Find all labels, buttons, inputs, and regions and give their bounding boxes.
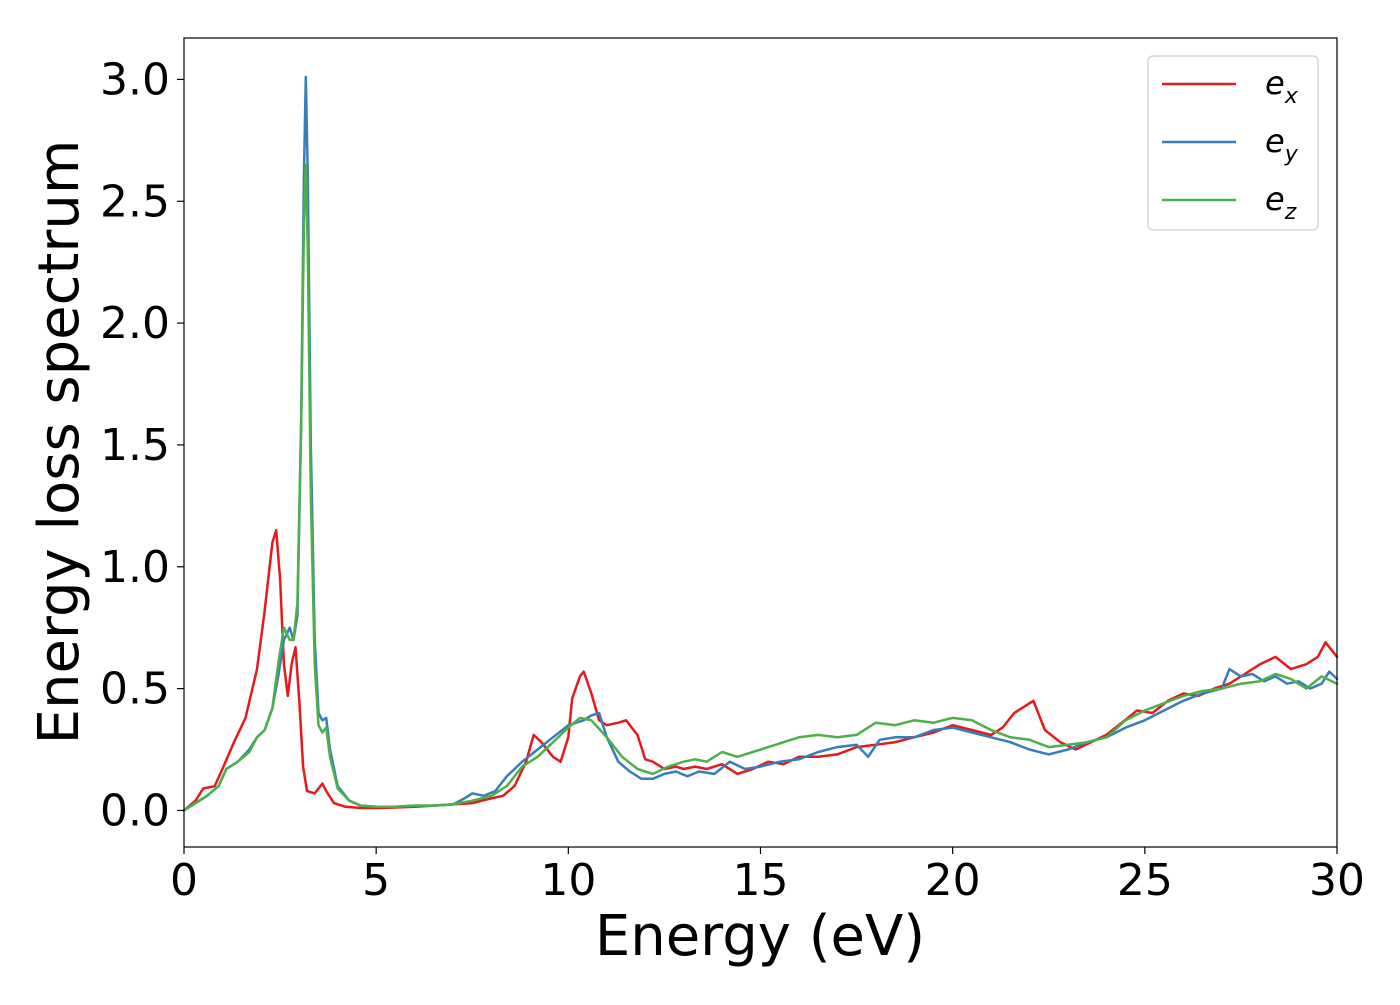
series-layer [182, 75, 1339, 812]
legend-label-subscript: z [1284, 200, 1297, 225]
x-tick-label: 0 [170, 855, 198, 906]
x-axis: 0 5 10 15 20 25 30 [170, 847, 1365, 906]
y-axis: 0.0 0.5 1.0 1.5 2.0 2.5 3.0 [100, 54, 184, 836]
x-tick-label: 5 [362, 855, 390, 906]
legend-label-subscript: y [1284, 142, 1299, 167]
legend-label-main: e [1265, 180, 1285, 218]
legend-label-z: ez [1265, 180, 1297, 225]
x-tick-label: 20 [925, 855, 981, 906]
y-tick-label: 2.5 [100, 176, 170, 227]
legend-label-main: e [1265, 122, 1285, 160]
x-tick-label: 10 [540, 855, 596, 906]
legend-label-subscript: x [1284, 84, 1299, 109]
legend-label-x: ex [1265, 64, 1299, 109]
y-tick-label: 3.0 [100, 54, 170, 105]
x-axis-title: Energy (eV) [595, 904, 925, 969]
x-tick-label: 30 [1309, 855, 1365, 906]
y-tick-label: 0.5 [100, 664, 170, 715]
y-tick-label: 1.0 [100, 542, 170, 593]
x-tick-label: 25 [1117, 855, 1173, 906]
y-axis-title: Energy loss spectrum [27, 140, 92, 745]
x-tick-label: 15 [733, 855, 789, 906]
y-tick-label: 0.0 [100, 785, 170, 836]
series-line-x [182, 528, 1339, 812]
y-tick-label: 2.0 [100, 298, 170, 349]
series-line-z [182, 163, 1339, 812]
legend-label-y: ey [1265, 122, 1299, 167]
y-tick-label: 1.5 [100, 420, 170, 471]
legend-label-main: e [1265, 64, 1285, 102]
